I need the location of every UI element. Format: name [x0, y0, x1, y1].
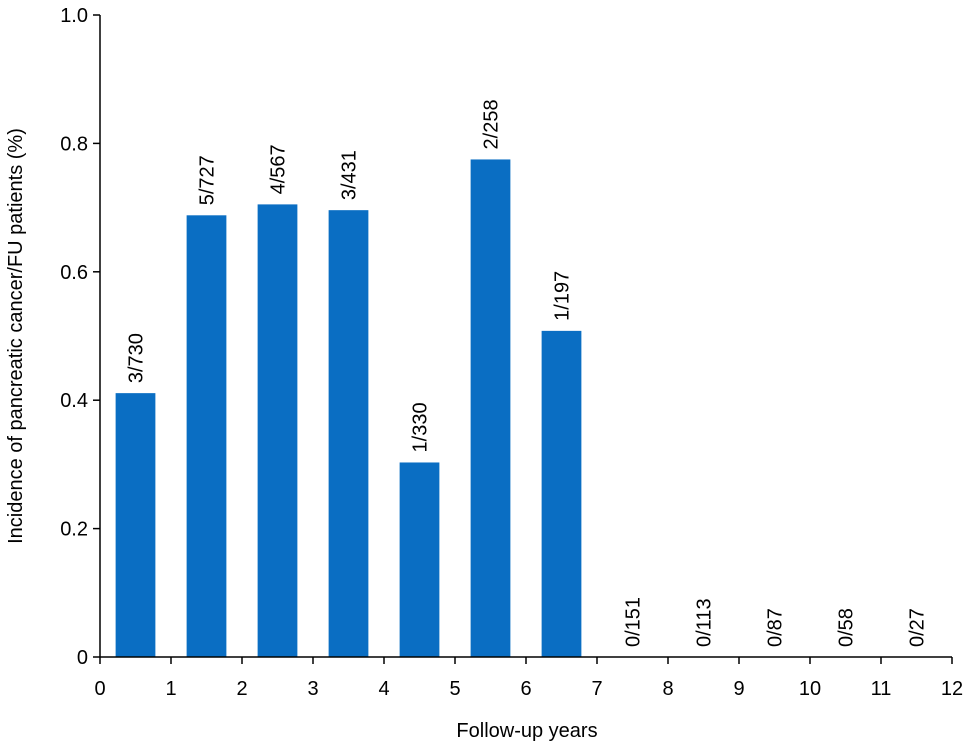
data-label: 0/58 [836, 608, 858, 647]
bar [399, 462, 440, 657]
data-label: 0/87 [765, 608, 787, 647]
data-label: 1/330 [410, 402, 432, 452]
x-tick-label: 11 [871, 678, 892, 700]
data-label: 0/27 [907, 608, 929, 647]
bar [470, 159, 511, 657]
data-label: 0/151 [623, 597, 645, 647]
x-tick-label: 0 [94, 678, 105, 700]
y-tick-label: 0.8 [60, 133, 88, 155]
x-tick-label: 8 [662, 678, 673, 700]
x-tick-label: 7 [591, 678, 602, 700]
bar [541, 330, 582, 657]
x-tick-label: 3 [307, 678, 318, 700]
bar [115, 393, 156, 657]
bar [186, 215, 227, 657]
y-tick-label: 0 [77, 647, 88, 669]
data-label: 5/727 [197, 155, 219, 205]
x-tick-label: 6 [520, 678, 531, 700]
data-label: 4/567 [268, 144, 290, 194]
data-label: 1/197 [552, 271, 574, 321]
x-tick-label: 4 [378, 678, 389, 700]
data-label: 2/258 [481, 99, 503, 149]
bar [257, 204, 298, 657]
data-label: 0/113 [694, 598, 716, 647]
y-tick-label: 0.4 [60, 390, 88, 412]
x-axis-title: Follow-up years [456, 720, 597, 742]
x-tick-label: 5 [449, 678, 460, 700]
y-tick-label: 0.2 [60, 519, 88, 541]
y-axis-title: Incidence of pancreatic cancer/FU patien… [5, 128, 27, 544]
x-tick-label: 12 [941, 678, 963, 700]
data-label: 3/730 [126, 333, 148, 383]
x-tick-label: 2 [236, 678, 247, 700]
x-tick-label: 10 [799, 678, 821, 700]
y-tick-label: 1.0 [60, 5, 88, 27]
x-tick-label: 1 [165, 678, 176, 700]
y-tick-label: 0.6 [60, 262, 88, 284]
data-label: 3/431 [339, 150, 361, 200]
x-tick-label: 9 [733, 678, 744, 700]
bar [328, 210, 369, 657]
